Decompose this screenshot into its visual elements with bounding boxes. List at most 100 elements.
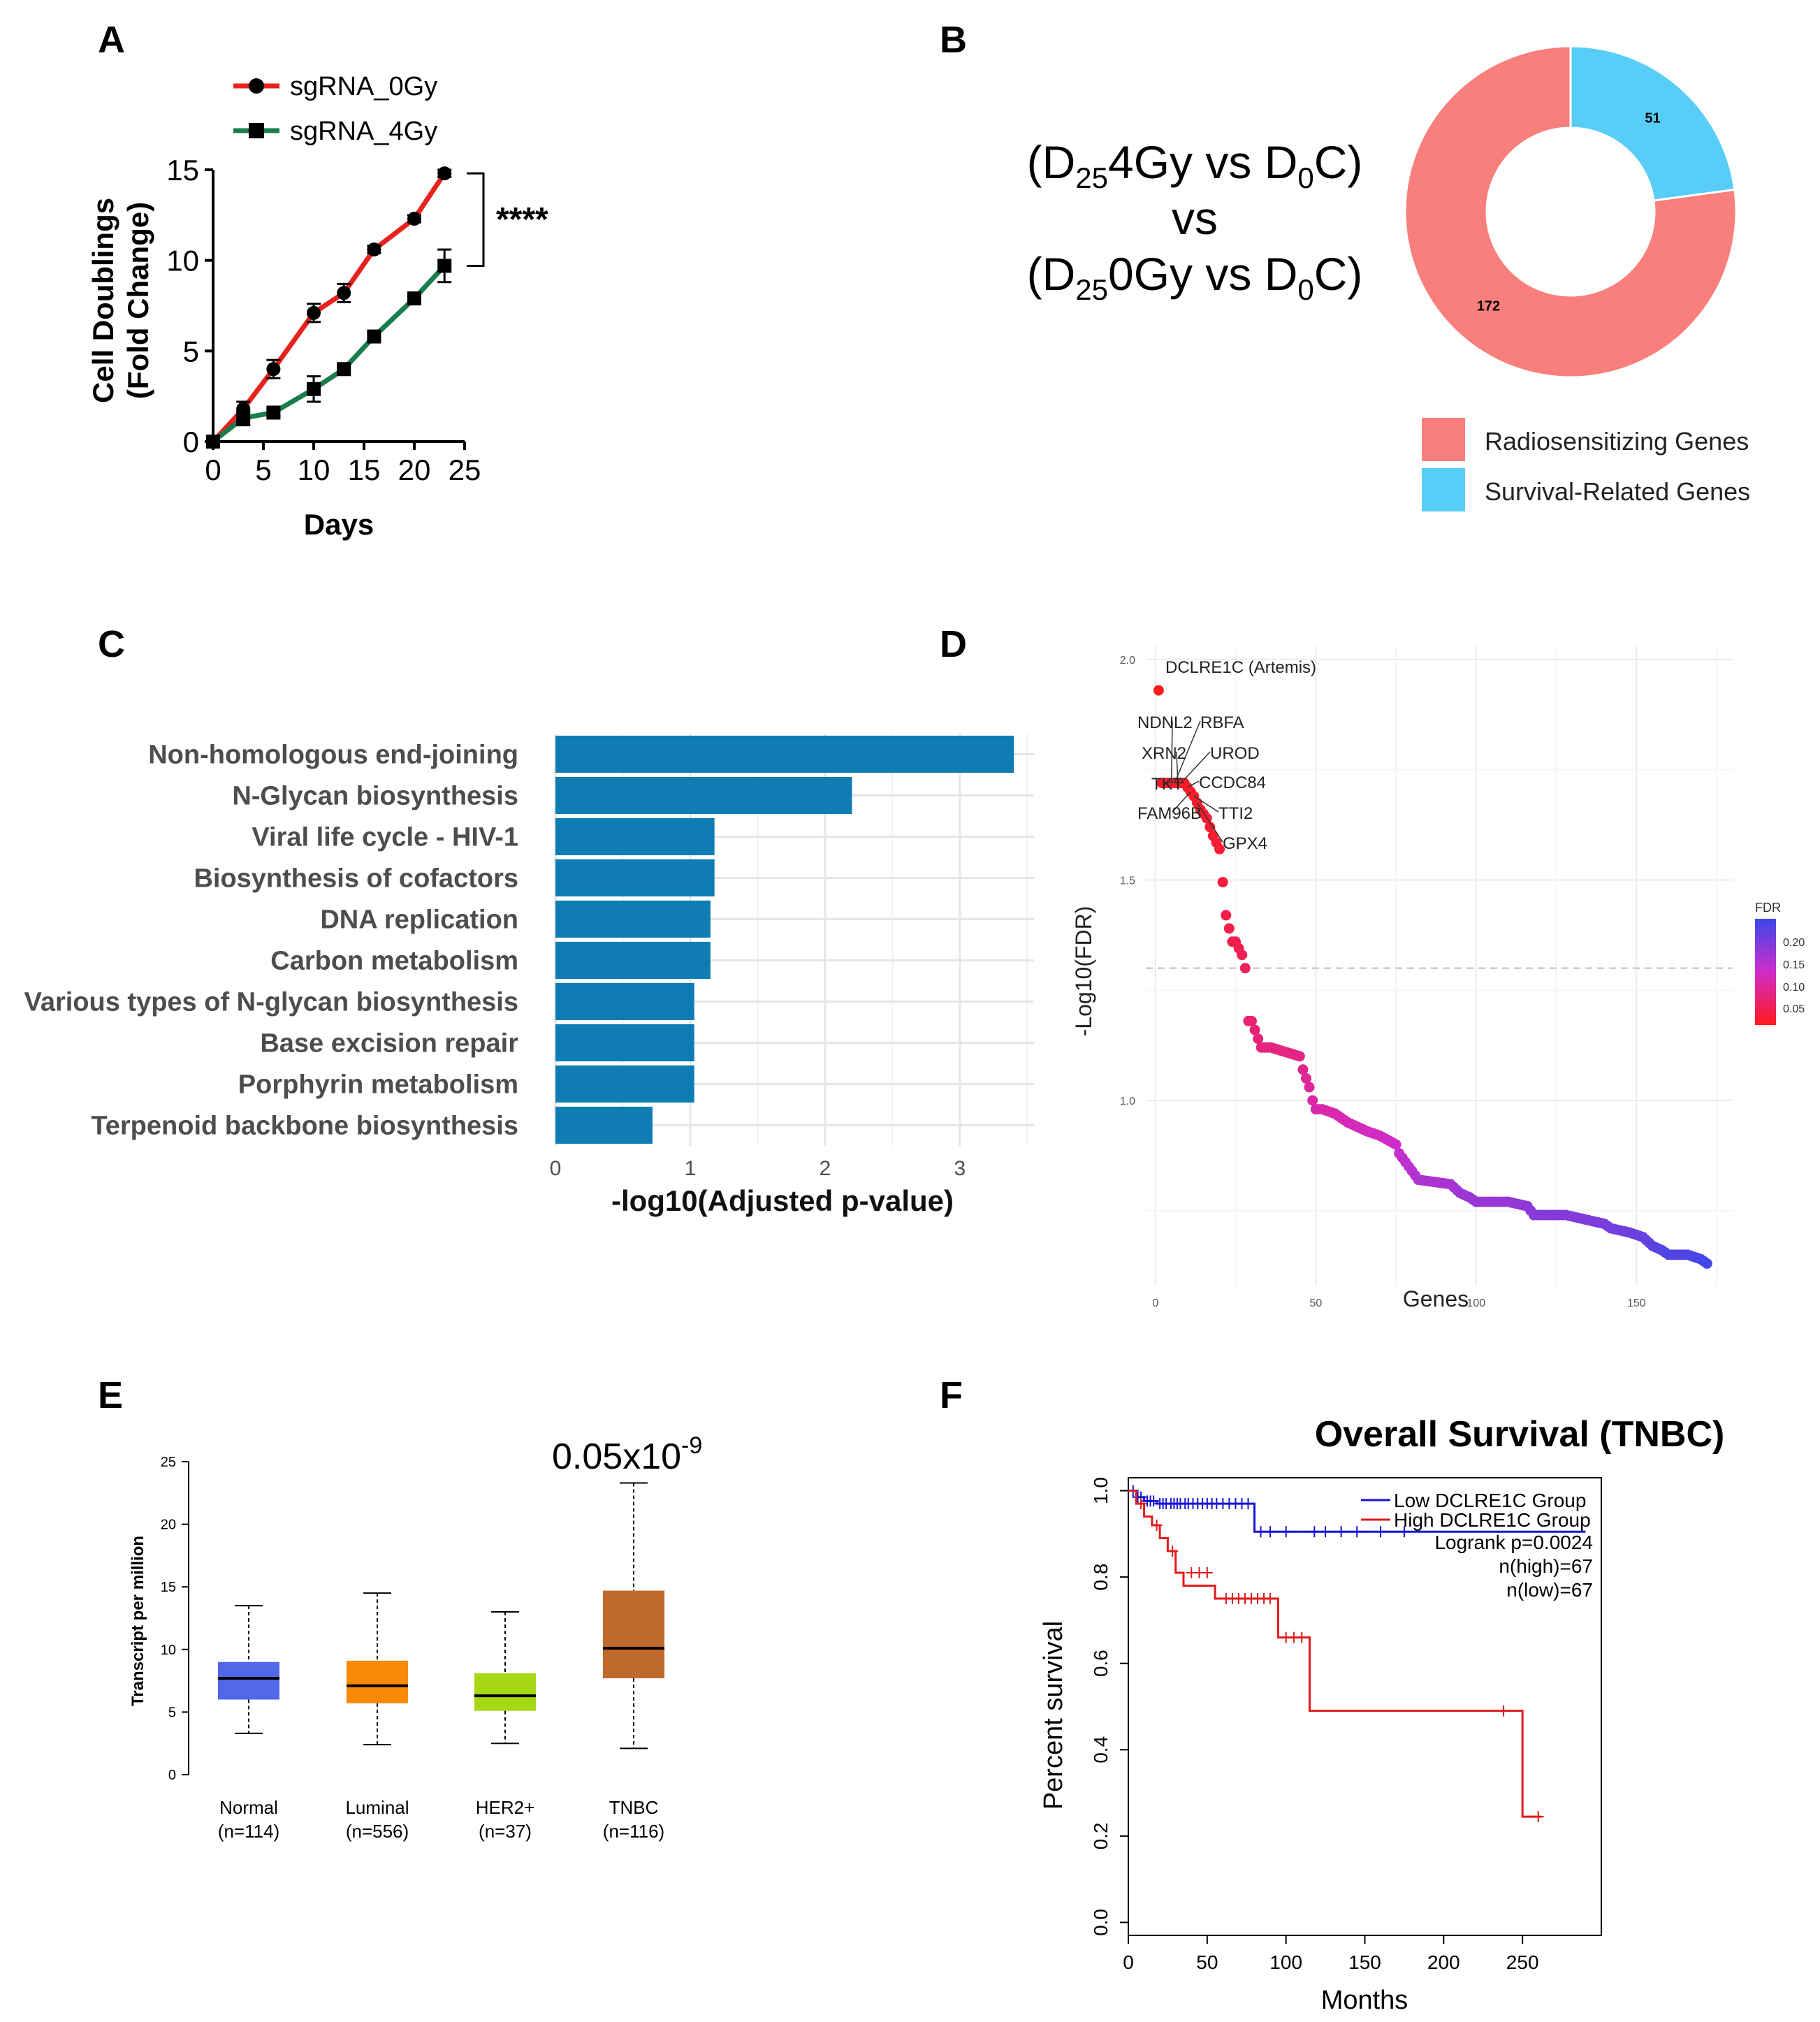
cell-doublings-plot: 0 5 10 15 20 25 0 5 10 15: [166, 154, 485, 486]
logrank-p: Logrank p=0.0024: [1434, 1532, 1593, 1553]
bar: [555, 982, 694, 1021]
t1s2: 0: [1297, 161, 1313, 194]
data-point: [307, 305, 321, 320]
data-point: [266, 405, 281, 420]
x-tick-label: 25: [449, 453, 481, 486]
gene-point: [1294, 1051, 1305, 1062]
donut-legend: Radiosensitizing Genes Survival-Related …: [1422, 418, 1750, 511]
gene-point: [1246, 1015, 1257, 1026]
y-axis-label: Transcript per million: [129, 1536, 147, 1706]
comparison-title-line2: vs: [1172, 192, 1218, 244]
gene-point: [1390, 1139, 1402, 1150]
y-tick-label: 1.0: [1120, 1096, 1135, 1107]
gene-point: [1253, 1033, 1264, 1045]
category-label: DNA replication: [320, 905, 518, 935]
gene-label: XRN2: [1142, 744, 1186, 763]
y-tick-label: 0.6: [1090, 1650, 1112, 1677]
y-tick-label: 15: [166, 154, 199, 187]
category-label: N-Glycan biosynthesis: [232, 782, 518, 811]
y-axis-label-line2: (Fold Change): [122, 202, 154, 399]
significance-annotation: ****: [496, 201, 548, 238]
t3a: (D: [1027, 248, 1076, 300]
comparison-title-line3: (D250Gy vs D0C): [1027, 248, 1363, 306]
x-tick-label: 50: [1309, 1297, 1322, 1309]
label-leader: [1193, 795, 1219, 813]
x-tick-label: 150: [1348, 1951, 1381, 1973]
gene-point: [1701, 1258, 1712, 1269]
gene-label: TTI2: [1218, 804, 1253, 823]
label-leader: [1187, 780, 1200, 788]
panel-label-b: B: [940, 19, 967, 61]
label-leader: [1174, 720, 1201, 783]
t3c: C): [1314, 248, 1363, 300]
gene-label: GPX4: [1223, 834, 1267, 853]
y-axis-label: Percent survival: [1039, 1621, 1068, 1810]
x-tick-label: 3: [954, 1157, 966, 1180]
group-label: Normal: [219, 1797, 278, 1818]
y-tick-label: 0: [183, 426, 199, 458]
y-axis-label: -Log10(FDR): [1071, 906, 1096, 1037]
bar: [555, 776, 852, 815]
panel-b: B (D254Gy vs D0C) vs (D250Gy vs D0C) 172…: [940, 19, 1750, 511]
x-tick-label: 2: [820, 1157, 831, 1180]
x-tick-label: 250: [1506, 1951, 1539, 1973]
y-tick-label: 1.0: [1090, 1477, 1112, 1504]
panel-a: A sgRNA_0Gy sgRNA_4Gy 0 5 10 15 20 25 0 5 10 15 C…: [87, 19, 548, 541]
category-label: Various types of N-glycan biosynthesis: [24, 988, 518, 1017]
y-tick-label: 0.2: [1090, 1822, 1112, 1849]
box: [218, 1661, 279, 1700]
survival-title: Overall Survival (TNBC): [1315, 1414, 1725, 1455]
data-point: [307, 381, 321, 396]
gene-label: NDNL2: [1137, 713, 1193, 732]
group-label: Luminal: [345, 1797, 409, 1818]
t3s1: 25: [1075, 273, 1108, 306]
y-tick-label: 25: [161, 1455, 176, 1470]
comparison-title-line1: (D254Gy vs D0C): [1027, 136, 1363, 194]
expression-boxplot: 0 5 10 15 20 25 Normal (n=114) Luminal (n=556) HER…: [161, 1455, 664, 1842]
label-leader: [1196, 802, 1223, 843]
gene-label: RBFA: [1200, 713, 1244, 732]
group-n: (n=556): [346, 1821, 409, 1842]
x-tick-label: 10: [298, 453, 330, 486]
data-point: [437, 259, 452, 273]
t1b: 4Gy vs D: [1108, 136, 1297, 188]
annotation-base: 0.05x10: [552, 1437, 681, 1477]
y-tick-label: 0: [168, 1768, 176, 1783]
gene-point: [1304, 1082, 1315, 1093]
x-axis-label: Genes: [1403, 1286, 1469, 1311]
kaplan-meier-plot: 0 50 100 150 200 250 0.0 0.2 0.4 0.6 0.8 1.0: [1090, 1477, 1602, 1973]
x-axis-label: -log10(Adjusted p-value): [611, 1184, 954, 1217]
t3s2: 0: [1297, 273, 1313, 306]
legend-label-low: Low DCLRE1C Group: [1394, 1490, 1586, 1511]
data-point: [367, 242, 381, 257]
category-label: Non-homologous end-joining: [148, 741, 518, 770]
gene-label: UROD: [1210, 744, 1260, 763]
significance-bracket: [467, 172, 485, 267]
x-axis-label: Months: [1321, 1986, 1408, 2015]
bar: [555, 817, 715, 856]
y-tick-label: 10: [166, 245, 199, 277]
gene-point: [1307, 1095, 1318, 1106]
legend: sgRNA_0Gy sgRNA_4Gy: [233, 72, 437, 146]
donut-slice-0: [1404, 45, 1738, 379]
x-tick-label: 20: [398, 453, 431, 486]
x-tick-label: 0: [550, 1157, 562, 1180]
gene-point: [1217, 877, 1228, 888]
x-tick-label: 150: [1627, 1297, 1646, 1309]
slice-value-label: 172: [1477, 298, 1500, 314]
y-axis-label-line1: Cell Doublings: [87, 198, 119, 403]
data-point: [337, 286, 351, 300]
bar: [555, 900, 711, 938]
gene-label: FAM96B: [1137, 804, 1202, 823]
box: [347, 1660, 408, 1703]
panel-label-f: F: [940, 1374, 963, 1416]
x-tick-label: 0: [1123, 1951, 1134, 1973]
gene-point: [1301, 1072, 1312, 1084]
legend-swatch-radiosensitizing: [1422, 418, 1465, 461]
bar: [555, 941, 711, 980]
data-point: [206, 435, 220, 449]
fdr-colorbar: FDR 0.20 0.15 0.10 0.05: [1755, 901, 1805, 1025]
gene-donut-chart: 172 51: [1404, 45, 1738, 379]
data-point: [236, 411, 251, 426]
legend-swatch-survival: [1422, 468, 1465, 511]
